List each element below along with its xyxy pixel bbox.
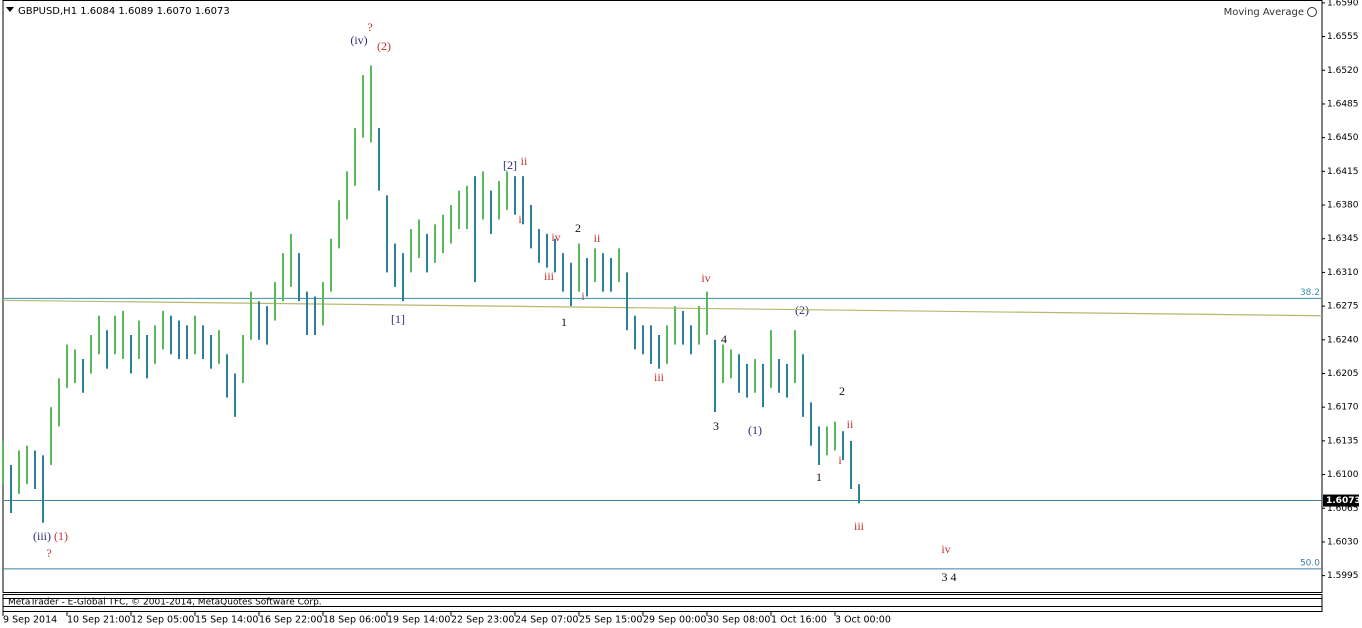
y-tick-label: 1.6485 [1327, 99, 1359, 109]
annotation: 1 [816, 470, 822, 484]
plot-frame [2, 0, 1323, 593]
close-icon[interactable] [1307, 7, 1317, 17]
menu-arrow[interactable] [6, 7, 14, 12]
x-tick-label: 3 Oct 00:00 [835, 615, 891, 626]
annotation: 4 [721, 332, 727, 346]
y-tick-label: 1.6310 [1327, 268, 1359, 278]
annotation: [2] [503, 158, 517, 172]
annotation: 3 [713, 419, 719, 433]
x-tick-label: 15 Sep 14:00 [195, 615, 258, 626]
header: GBPUSD,H1 1.6084 1.6089 1.6070 1.6073 [18, 6, 230, 17]
last-price-label: 1.6073 [1326, 496, 1361, 506]
annotation: (iii) [33, 529, 51, 543]
y-tick-label: 1.6520 [1327, 66, 1359, 76]
annotation: i [838, 453, 842, 467]
y-tick-label: 1.6170 [1327, 403, 1359, 413]
x-tick-label: 25 Sep 15:00 [579, 615, 642, 626]
annotation: iii [654, 370, 665, 384]
annotation: i [518, 212, 522, 226]
annotation: ii [594, 231, 601, 245]
x-tick-label: 9 Sep 2014 [3, 615, 57, 626]
y-tick-label: 1.6065 [1327, 504, 1359, 514]
y-tick-label: 1.6380 [1327, 201, 1359, 211]
level-label: 38.2 [1300, 288, 1320, 298]
annotation: 2 [575, 221, 581, 235]
y-tick-label: 1.6415 [1327, 167, 1359, 177]
annotation: [1] [391, 312, 405, 326]
x-tick-label: 19 Sep 14:00 [387, 615, 450, 626]
annotation: 3 4 [942, 570, 957, 584]
y-tick-label: 1.6345 [1327, 234, 1359, 244]
y-tick-label: 1.6240 [1327, 335, 1359, 345]
x-tick-label: 12 Sep 05:00 [131, 615, 194, 626]
annotation: (iv) [350, 33, 367, 47]
x-tick-label: 16 Sep 22:00 [259, 615, 322, 626]
x-tick-label: 1 Oct 16:00 [771, 615, 827, 626]
annotation: 1 [561, 315, 567, 329]
y-tick-label: 1.6030 [1327, 537, 1359, 547]
x-tick-label: 10 Sep 21:00 [67, 615, 130, 626]
x-tick-label: 22 Sep 23:00 [451, 615, 514, 626]
last-price-box [1323, 494, 1359, 507]
y-tick-label: 1.6100 [1327, 470, 1359, 480]
y-tick-label: 1.6275 [1327, 302, 1359, 312]
x-tick-label: 24 Sep 07:00 [515, 615, 578, 626]
annotation: iv [551, 230, 560, 244]
annotation: (1) [54, 529, 68, 543]
annotation: ? [46, 546, 51, 560]
annotation: ii [521, 154, 528, 168]
annotation: iv [701, 271, 710, 285]
indicator-name: Moving Average [1224, 7, 1304, 18]
annotation: i [581, 289, 585, 303]
y-tick-label: 1.5995 [1327, 571, 1359, 581]
y-tick-label: 1.6205 [1327, 369, 1359, 379]
x-tick-label: 18 Sep 06:00 [323, 615, 386, 626]
y-tick-label: 1.6450 [1327, 133, 1359, 143]
y-tick-label: 1.6555 [1327, 32, 1359, 42]
annotation: iii [544, 269, 555, 283]
annotation: iii [854, 519, 865, 533]
annotation: (2) [377, 39, 391, 53]
annotation: (1) [748, 423, 762, 437]
x-tick-label: 29 Sep 00:00 [643, 615, 706, 626]
y-tick-label: 1.6135 [1327, 436, 1359, 446]
annotation: 2 [839, 384, 845, 398]
annotation: ? [367, 20, 372, 34]
x-tick-label: 30 Sep 08:00 [707, 615, 770, 626]
annotations: ? (iv) (2) [2] ii i 2 iv ii iii i 1 [1] … [33, 20, 957, 584]
y-tick-label: 1.6590 [1327, 0, 1359, 8]
footer: MetaTrader - E-Global TFC, © 2001-2014, … [8, 598, 322, 608]
annotation: iv [941, 542, 950, 556]
annotation: ii [847, 417, 854, 431]
level-label: 50.0 [1300, 558, 1320, 568]
moving-average [2, 299, 1323, 317]
